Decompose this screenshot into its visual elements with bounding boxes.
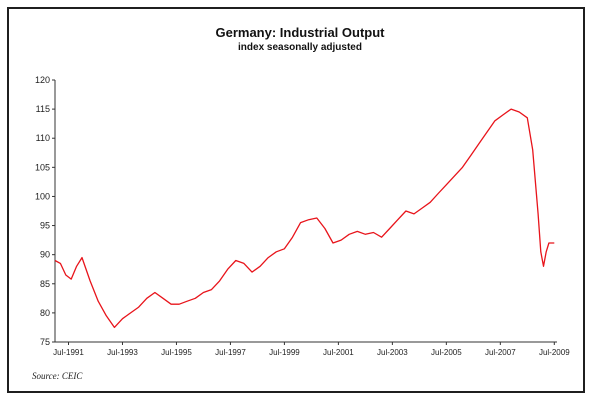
x-tick-label: Jul-1991 (53, 348, 84, 357)
y-tick-label: 115 (36, 104, 50, 114)
y-tick-label: 100 (35, 191, 50, 201)
y-tick-label: 75 (40, 337, 50, 347)
y-tick-label: 110 (36, 133, 50, 143)
x-tick-label: Jul-2001 (323, 348, 354, 357)
chart-title: Germany: Industrial Output (215, 25, 385, 40)
y-tick-label: 105 (35, 162, 50, 172)
x-tick-label: Jul-1999 (269, 348, 300, 357)
y-tick-label: 85 (40, 279, 50, 289)
x-tick-label: Jul-1993 (107, 348, 138, 357)
x-tick-label: Jul-2005 (431, 348, 462, 357)
x-tick-label: Jul-1997 (215, 348, 246, 357)
source-note: Source: CEIC (32, 371, 83, 381)
x-tick-label: Jul-1995 (161, 348, 192, 357)
y-tick-label: 80 (40, 308, 50, 318)
y-tick-label: 90 (40, 250, 50, 260)
x-tick-label: Jul-2007 (485, 348, 516, 357)
chart-frame (7, 7, 585, 393)
y-tick-label: 95 (40, 221, 50, 231)
x-tick-label: Jul-2009 (539, 348, 570, 357)
y-tick-labels: 75 80 85 90 95 100 105 110 115 120 (35, 75, 50, 347)
y-tick-label: 120 (35, 75, 50, 85)
series-line (54, 108, 555, 329)
x-tick-labels: Jul-1991 Jul-1993 Jul-1995 Jul-1997 Jul-1999… (53, 348, 570, 357)
chart-subtitle: index seasonally adjusted (238, 42, 362, 53)
x-tick-label: Jul-2003 (377, 348, 408, 357)
axes (52, 79, 557, 345)
